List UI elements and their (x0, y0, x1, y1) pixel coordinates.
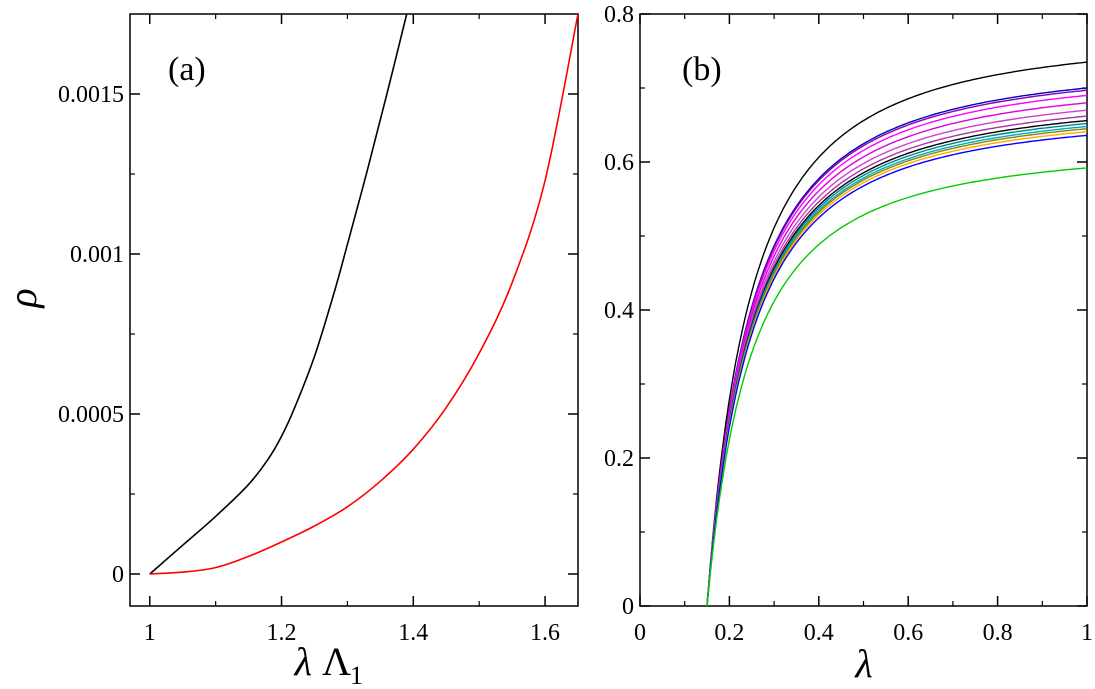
panel-a-series-red (149, 14, 578, 575)
panel-a-x-axis-title: λ Λ 1 (294, 639, 363, 689)
panel-b-x-tick-label: 1 (1081, 620, 1093, 646)
panel-a-y-tick-label: 0 (112, 562, 124, 588)
panel-b-series-purple-2 (706, 115, 1087, 606)
panel-b-series-purple-1 (706, 89, 1087, 606)
panel-b-series-cyan (706, 125, 1087, 606)
panel-b-x-axis-title: λ (854, 641, 872, 686)
panel-b-series (706, 61, 1087, 606)
panel-b-series-orange (706, 131, 1087, 606)
panel-a-label: (a) (168, 51, 206, 88)
panel-b-x-tick-label: 0 (634, 620, 646, 646)
panel-b-x-tick-label: 0.6 (893, 620, 923, 646)
panel-b-series-blue-1 (706, 87, 1087, 606)
panel-a-series (149, 14, 578, 575)
panel-a-x-title-symbol: λ (294, 639, 312, 684)
panel-a-y-axis-title: ρ (0, 288, 45, 309)
panel-b: 0 0.2 0.4 0.6 0.8 1 0 0.2 0.4 0.6 0.8 (b) λ (604, 2, 1093, 686)
panel-a-x-tick-label: 1.4 (398, 620, 428, 646)
panel-b-x-tick-label: 0.2 (714, 620, 744, 646)
panel-b-x-tick-label: 0.4 (804, 620, 834, 646)
panel-b-y-tick-label: 0.8 (604, 2, 634, 28)
panel-b-y-tick-label: 0.2 (604, 446, 634, 472)
panel-a-frame (129, 13, 579, 607)
panel-b-x-tick-label: 0.8 (983, 620, 1013, 646)
panel-b-series-blue-2 (706, 134, 1087, 606)
panel-b-series-olive (706, 128, 1087, 606)
panel-b-series-black-top (706, 61, 1087, 606)
panel-a: 1 1.2 1.4 1.6 0 0.0005 0.001 0.0015 (a) ρ λ Λ 1 (0, 13, 579, 689)
panel-b-y-tick-label: 0.4 (604, 298, 634, 324)
panel-b-series-green (706, 167, 1087, 606)
panel-b-frame (639, 13, 1088, 607)
panel-b-ticks: 0 0.2 0.4 0.6 0.8 1 0 0.2 0.4 0.6 0.8 (604, 2, 1093, 646)
panel-b-series-magenta-3 (706, 109, 1087, 606)
panel-b-series-magenta-1 (706, 94, 1087, 606)
panel-a-x-tick-label: 1.6 (530, 620, 560, 646)
panel-a-x-title-main: Λ (322, 639, 351, 684)
panel-a-y-tick-label: 0.001 (70, 242, 124, 268)
panel-b-series-black-mid (706, 119, 1087, 606)
panel-a-x-tick-label: 1 (144, 620, 156, 646)
panel-b-series-teal (706, 122, 1087, 606)
panel-a-y-tick-label: 0.0015 (58, 82, 124, 108)
panel-a-x-title-sub: 1 (350, 661, 363, 689)
panel-a-x-tick-label: 1.2 (267, 620, 297, 646)
panel-b-y-tick-label: 0 (622, 594, 634, 620)
panel-b-y-tick-label: 0.6 (604, 150, 634, 176)
panel-a-ticks: 1 1.2 1.4 1.6 0 0.0005 0.001 0.0015 (58, 14, 578, 646)
panel-a-series-black (149, 14, 408, 575)
panel-b-label: (b) (682, 51, 722, 88)
panel-a-y-tick-label: 0.0005 (58, 402, 124, 428)
panel-b-series-magenta-2 (706, 102, 1087, 606)
